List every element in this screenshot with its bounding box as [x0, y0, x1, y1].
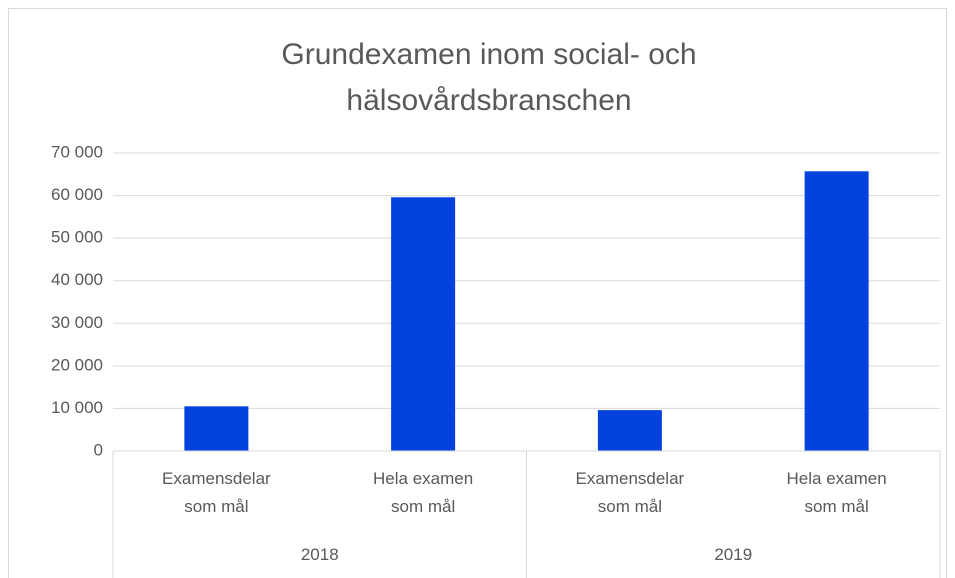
chart-title: Grundexamen inom social- och hälsovårdsb…: [281, 38, 697, 117]
group-label: 2018: [300, 545, 339, 564]
y-tick-label: 70 000: [51, 142, 103, 161]
y-tick-label: 20 000: [51, 355, 103, 374]
group-label: 2019: [714, 545, 753, 564]
y-tick-label: 30 000: [51, 313, 103, 332]
x-tick-label: Hela examen som mål: [373, 469, 474, 516]
y-tick-label: 40 000: [51, 270, 103, 289]
y-tick-label: 10 000: [51, 398, 103, 417]
y-tick-label: 60 000: [51, 185, 103, 204]
x-tick-label: Hela examen som mål: [786, 469, 887, 516]
bar: [184, 406, 249, 451]
chart-border: [8, 8, 947, 578]
bar: [804, 171, 869, 451]
x-tick-label: Examensdelar som mål: [162, 469, 271, 516]
y-tick-label: 0: [94, 440, 103, 459]
bar: [597, 410, 662, 451]
y-tick-label: 50 000: [51, 228, 103, 247]
x-tick-label: Examensdelar som mål: [575, 469, 685, 516]
bar: [391, 197, 456, 451]
